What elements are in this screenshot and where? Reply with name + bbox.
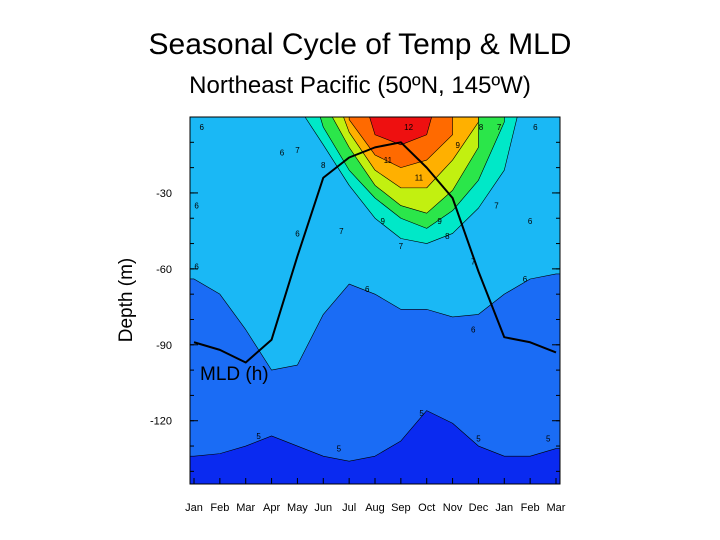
- contour-label: 9: [381, 217, 386, 226]
- x-tick-label: Feb: [210, 502, 229, 514]
- mld-series: [193, 141, 557, 364]
- contour-label: 5: [476, 434, 481, 443]
- x-tick-label: Feb: [521, 502, 540, 514]
- x-tick-label: Jan: [185, 502, 203, 514]
- y-tick-label: -120: [150, 416, 172, 428]
- x-tick-label: Oct: [418, 502, 435, 514]
- chart-subtitle: Northeast Pacific (50ºN, 145ºW): [189, 72, 531, 99]
- contour-label: 6: [194, 202, 199, 211]
- x-tick-label: Jun: [314, 502, 332, 514]
- contour-label: 6: [365, 285, 370, 294]
- contour-label: 11: [384, 156, 393, 165]
- axes: Jan Feb Mar Apr May Jun Jul Aug Sep Oct Nov Dec Jan F…: [150, 141, 566, 514]
- contour-label: 6: [295, 229, 300, 238]
- x-tick-label: Mar: [547, 502, 566, 514]
- contour-label: 5: [419, 409, 424, 418]
- x-tick-label: Dec: [469, 502, 489, 514]
- x-tick-label: Jul: [342, 502, 356, 514]
- y-tick-label: -90: [156, 340, 172, 352]
- contour-label: 9: [437, 217, 442, 226]
- contour-label: 6: [523, 275, 528, 284]
- x-tick-label: Aug: [365, 502, 385, 514]
- y-tick-label: -60: [156, 264, 172, 276]
- contour-label: 11: [415, 174, 424, 183]
- contour-label: 7: [471, 257, 476, 266]
- chart-title: Seasonal Cycle of Temp & MLD: [148, 28, 572, 61]
- contour-label: 6: [528, 217, 533, 226]
- contour-label: 5: [337, 445, 342, 454]
- contour-label: 6: [471, 326, 476, 335]
- contour-label: 8: [445, 232, 450, 241]
- mld-annotation: MLD (h): [200, 364, 269, 385]
- contour-label: 7: [494, 202, 499, 211]
- contour-label: 12: [404, 123, 413, 132]
- contour-label: 7: [339, 227, 344, 236]
- contour-label: 7: [399, 242, 404, 251]
- mld-line: [193, 141, 557, 364]
- contour-label: 8: [321, 161, 326, 170]
- contour-label: 6: [533, 123, 538, 132]
- contour-label: 6: [194, 262, 199, 271]
- contour-label: 8: [479, 123, 484, 132]
- x-tick-label: Jan: [495, 502, 513, 514]
- x-tick-label: Nov: [443, 502, 463, 514]
- contour-label: 6: [280, 148, 285, 157]
- contour-label: 5: [256, 432, 261, 441]
- temperature-fill-bands: [190, 117, 560, 484]
- contour-label: 7: [497, 123, 502, 132]
- y-axis-label: Depth (m): [116, 258, 137, 342]
- x-tick-label: Mar: [236, 502, 255, 514]
- y-tick-label: -30: [156, 188, 172, 200]
- contour-label: 9: [456, 141, 461, 150]
- x-tick-label: Sep: [391, 502, 411, 514]
- x-tick-label: Apr: [263, 502, 280, 514]
- x-tick-label: May: [287, 502, 308, 514]
- contour-label: 5: [546, 434, 551, 443]
- isotherm-band-12: [369, 117, 432, 146]
- contour-label: 7: [295, 146, 300, 155]
- contour-label: 6: [200, 123, 205, 132]
